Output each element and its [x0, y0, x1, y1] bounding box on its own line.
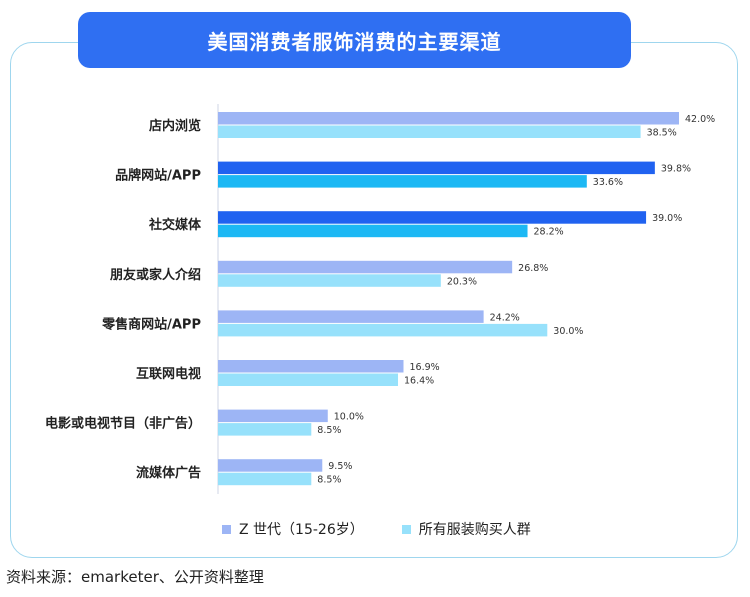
category-label: 流媒体广告: [136, 465, 201, 481]
bar-z-gen: [218, 211, 647, 224]
data-label-all-buyers: 30.0%: [553, 326, 583, 337]
data-label-z-gen: 39.8%: [661, 164, 691, 175]
bar-all-buyers: [218, 175, 587, 188]
bar-all-buyers: [218, 423, 312, 436]
bar-z-gen: [218, 310, 484, 323]
category-label: 品牌网站/APP: [115, 168, 201, 184]
data-label-all-buyers: 28.2%: [534, 227, 564, 238]
chart-title: 美国消费者服饰消费的主要渠道: [78, 12, 631, 68]
legend-swatch-all-buyers: [401, 524, 411, 534]
bar-all-buyers: [218, 125, 641, 138]
data-label-all-buyers: 8.5%: [317, 475, 341, 486]
bar-all-buyers: [218, 472, 312, 486]
data-label-z-gen: 26.8%: [518, 263, 548, 274]
bar-all-buyers: [218, 373, 399, 386]
data-label-all-buyers: 20.3%: [447, 276, 477, 287]
bar-z-gen: [218, 161, 655, 175]
bar-z-gen: [218, 409, 328, 423]
data-label-z-gen: 42.0%: [685, 114, 715, 125]
category-label: 电影或电视节目（非广告）: [45, 416, 201, 432]
category-label: 店内浏览: [149, 118, 201, 134]
bar-all-buyers: [218, 323, 548, 337]
legend-item-z-gen: Z 世代（15-26岁）: [222, 519, 364, 539]
data-label-z-gen: 16.9%: [409, 362, 439, 373]
category-label: 朋友或家人介绍: [109, 267, 201, 283]
bar-all-buyers: [218, 274, 441, 287]
legend-label-all-buyers: 所有服装购买人群: [418, 522, 531, 538]
bar-z-gen: [218, 112, 679, 125]
source-note: 资料来源：emarketer、公开资料整理: [6, 568, 264, 586]
data-label-all-buyers: 38.5%: [647, 128, 677, 139]
category-label: 社交媒体: [148, 217, 202, 233]
category-label: 互联网电视: [136, 366, 201, 382]
legend: Z 世代（15-26岁） 所有服装购买人群: [222, 519, 569, 539]
legend-swatch-z-gen: [222, 524, 231, 534]
legend-label-z-gen: Z 世代（15-26岁）: [239, 522, 364, 538]
data-label-all-buyers: 8.5%: [317, 425, 341, 436]
legend-item-all-buyers: 所有服装购买人群: [401, 519, 531, 539]
data-label-z-gen: 39.0%: [652, 213, 682, 224]
bar-z-gen: [218, 260, 513, 274]
bar-all-buyers: [218, 224, 528, 238]
data-label-z-gen: 9.5%: [328, 461, 352, 472]
data-label-z-gen: 10.0%: [334, 412, 364, 423]
bar-z-gen: [218, 360, 404, 373]
data-label-z-gen: 24.2%: [490, 312, 520, 323]
category-label: 零售商网站/APP: [101, 316, 201, 332]
data-label-all-buyers: 16.4%: [404, 376, 434, 387]
data-label-all-buyers: 33.6%: [593, 177, 623, 188]
bar-z-gen: [218, 459, 323, 472]
